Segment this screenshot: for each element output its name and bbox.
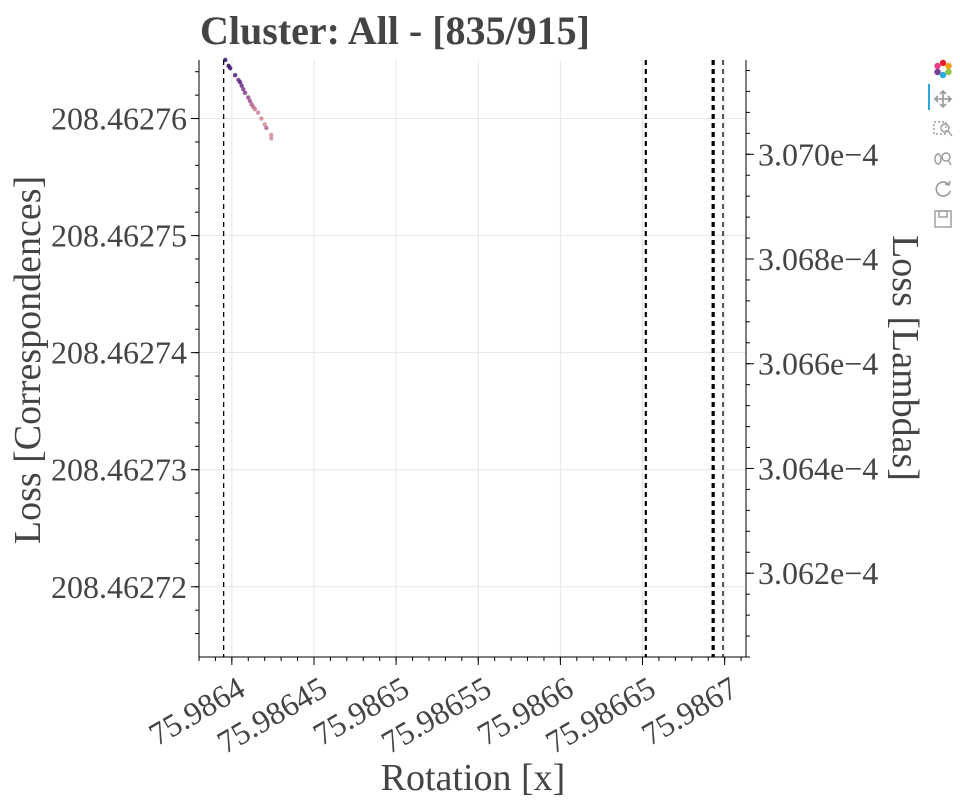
- active-tool-indicator: [928, 84, 930, 110]
- y-tick-label: 208.46276: [51, 101, 187, 137]
- x-axis-ticks: 75.986475.9864575.986575.9865575.986675.…: [142, 657, 743, 760]
- save-icon[interactable]: [932, 208, 954, 230]
- data-point: [269, 132, 274, 138]
- vertical-reference-lines: [222, 60, 724, 657]
- data-point: [232, 73, 238, 78]
- data-point: [241, 87, 246, 92]
- data-point: [242, 90, 248, 95]
- data-point: [259, 116, 264, 121]
- reset-icon[interactable]: [932, 178, 954, 200]
- data-point: [239, 83, 244, 88]
- data-point: [262, 122, 267, 127]
- y-tick-label: 208.46274: [51, 335, 187, 371]
- data-point: [255, 110, 261, 115]
- data-point: [237, 80, 243, 85]
- pan-icon[interactable]: [932, 88, 954, 110]
- x-axis-label: Rotation [x]: [381, 757, 566, 799]
- data-point: [246, 95, 251, 100]
- y2-axis-ticks: 3.062e−4 3.064e−4 3.066e−4 3.068e−4 3.070e−4: [746, 69, 878, 658]
- y2-tick-label: 3.070e−4: [758, 136, 878, 172]
- y2-tick-label: 3.068e−4: [758, 241, 878, 277]
- data-point: [252, 106, 258, 112]
- wheel-zoom-icon[interactable]: [932, 148, 954, 170]
- y-tick-label: 208.46272: [51, 569, 187, 605]
- chart-title: Cluster: All - [835/915]: [200, 8, 590, 53]
- y-axis-ticks: 208.46272 208.46273 208.46274 208.46275 208.…: [51, 71, 199, 635]
- y2-axis-label: Loss [Lambdas]: [884, 235, 926, 481]
- bokeh-logo-icon[interactable]: [932, 58, 954, 80]
- y2-tick-label: 3.062e−4: [758, 555, 878, 591]
- data-point: [223, 57, 228, 63]
- y-axis-label: Loss [Correspondences]: [7, 176, 49, 544]
- grid-lines: [199, 60, 746, 657]
- y2-tick-label: 3.064e−4: [758, 450, 878, 486]
- plot-area[interactable]: [199, 60, 746, 657]
- y-tick-label: 208.46275: [51, 218, 187, 254]
- scatter-points: [223, 57, 274, 141]
- axes: [198, 60, 747, 658]
- box-zoom-icon[interactable]: [932, 118, 954, 140]
- data-point: [247, 98, 253, 104]
- data-point: [228, 65, 233, 71]
- data-point: [269, 136, 274, 141]
- y-tick-label: 208.46273: [51, 452, 187, 488]
- x-tick-label: 75.9867: [635, 669, 743, 752]
- data-point: [264, 125, 269, 131]
- y2-tick-label: 3.066e−4: [758, 346, 878, 382]
